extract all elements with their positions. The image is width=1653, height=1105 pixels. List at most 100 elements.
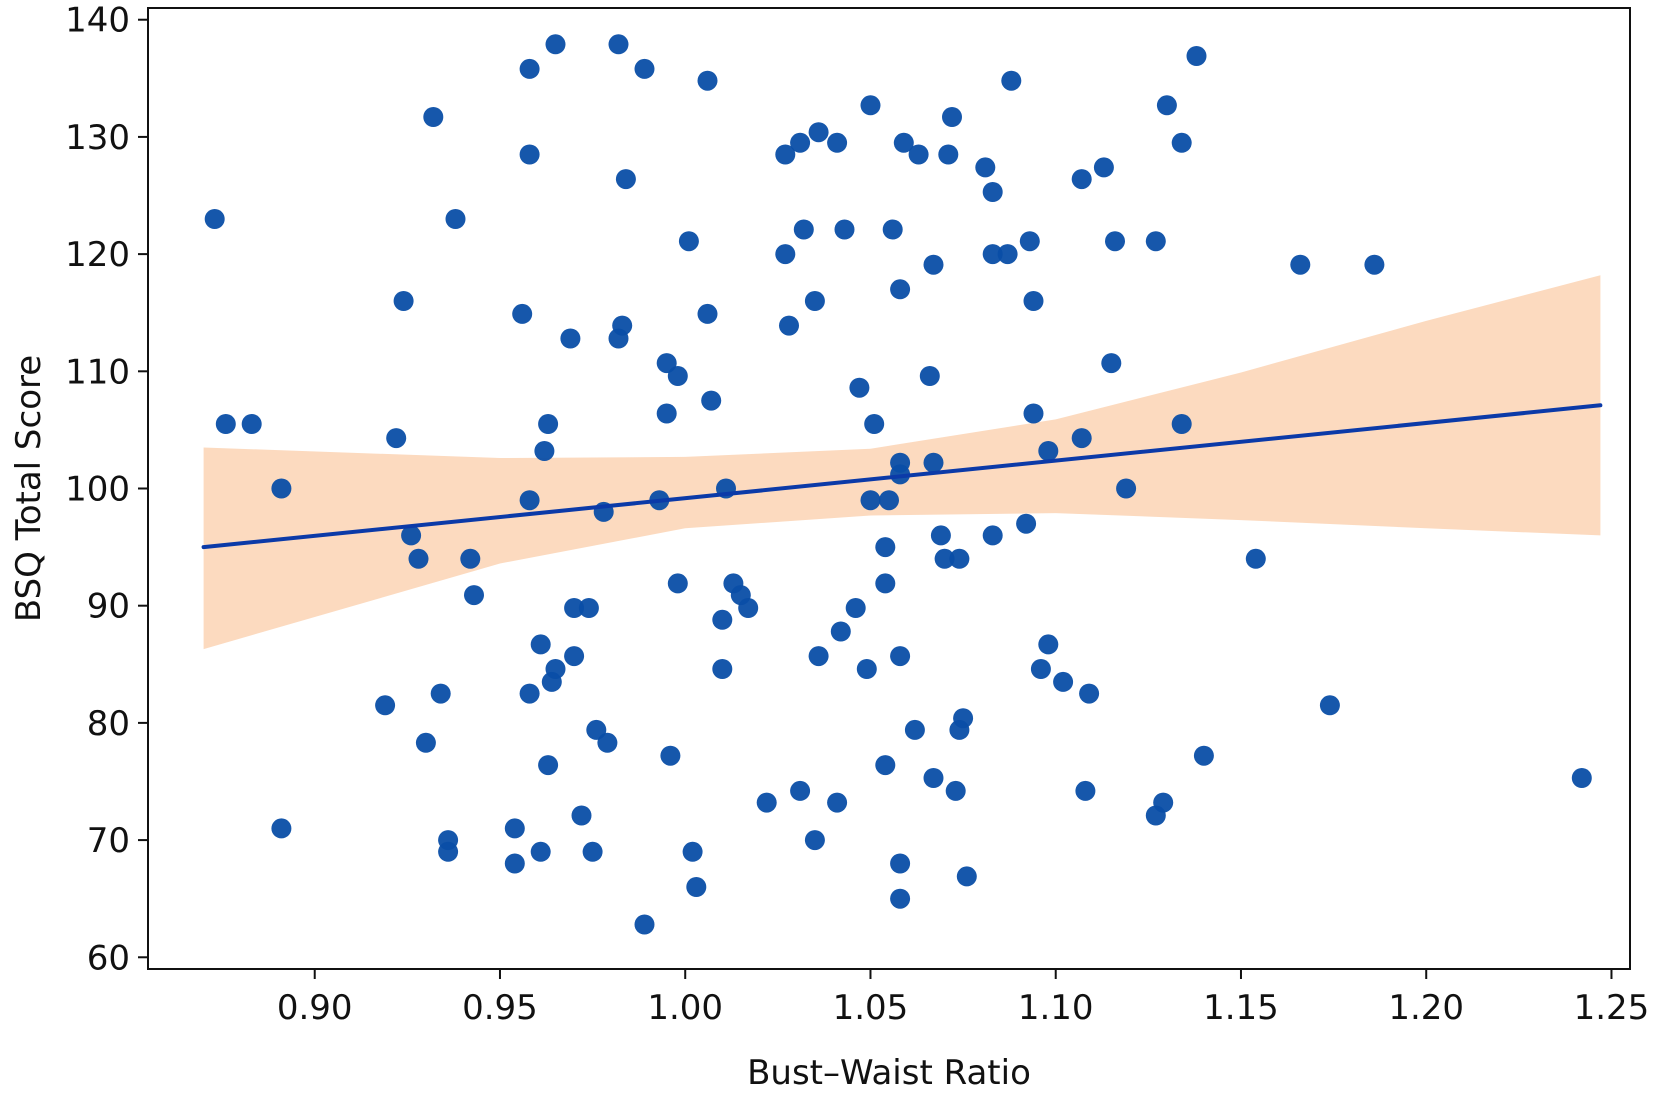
x-tick-label: 1.10 — [1018, 988, 1094, 1028]
data-point — [779, 315, 799, 336]
data-point — [712, 609, 733, 630]
regression-line-layer — [201, 403, 1603, 550]
data-point — [538, 755, 559, 776]
data-point — [634, 914, 655, 935]
data-point — [634, 58, 655, 79]
data-point — [738, 598, 759, 618]
y-tick-label: 130 — [65, 118, 130, 158]
data-point — [808, 122, 829, 143]
data-point — [667, 573, 688, 594]
y-tick-label: 100 — [65, 470, 130, 510]
data-point — [1093, 157, 1114, 178]
data-point — [1364, 254, 1385, 275]
data-point — [564, 646, 585, 667]
data-point — [386, 428, 407, 449]
data-point — [775, 144, 796, 165]
data-point — [875, 573, 896, 594]
data-point — [1105, 231, 1125, 252]
data-point — [582, 841, 603, 862]
data-point — [564, 598, 585, 618]
data-point — [682, 841, 703, 862]
data-point — [615, 169, 636, 190]
data-point — [597, 732, 618, 753]
x-tick-label: 1.00 — [647, 988, 723, 1028]
data-point — [504, 853, 525, 874]
data-point — [923, 254, 944, 275]
data-point — [204, 209, 225, 229]
data-point — [827, 132, 848, 153]
data-point — [393, 291, 414, 311]
data-point — [1023, 291, 1044, 311]
data-point — [1571, 768, 1592, 788]
data-point — [1156, 95, 1177, 116]
data-point — [1023, 403, 1044, 424]
data-point — [830, 621, 851, 642]
data-point — [790, 132, 811, 153]
data-point — [1001, 70, 1022, 91]
data-point — [956, 866, 977, 887]
x-tick-label: 1.15 — [1203, 988, 1279, 1028]
data-point — [519, 490, 540, 511]
data-point — [1038, 634, 1059, 655]
y-tick-label: 110 — [65, 352, 130, 392]
data-point — [975, 157, 996, 178]
data-point — [808, 646, 829, 667]
y-tick-label: 80 — [87, 704, 130, 744]
data-point — [1319, 695, 1340, 716]
data-point — [1171, 132, 1192, 153]
data-point — [375, 695, 396, 716]
y-axis-ticks: 60 70 80 90 100 110 120 130 140 — [65, 1, 148, 978]
x-tick-label: 0.95 — [462, 988, 538, 1028]
data-point — [1186, 46, 1207, 66]
data-point — [1171, 414, 1192, 434]
data-point — [982, 525, 1003, 546]
data-point — [538, 414, 559, 434]
data-point — [612, 315, 633, 336]
y-axis-title: BSQ Total Score — [9, 355, 49, 622]
data-point — [271, 478, 292, 499]
data-point — [1245, 548, 1266, 569]
data-point — [890, 279, 911, 300]
data-point — [578, 598, 599, 618]
data-point — [1079, 683, 1100, 704]
data-point — [923, 452, 944, 473]
data-point — [438, 841, 459, 862]
data-point — [712, 659, 733, 679]
data-point — [982, 182, 1003, 202]
data-point — [949, 548, 970, 569]
y-tick-label: 120 — [65, 235, 130, 275]
data-point — [271, 818, 292, 839]
data-point — [1053, 671, 1074, 692]
data-point — [215, 414, 236, 434]
data-point — [890, 888, 911, 909]
data-point — [445, 209, 466, 229]
data-point — [834, 219, 855, 240]
data-point — [697, 303, 718, 324]
x-axis-ticks: 0.90 0.95 1.00 1.05 1.10 1.15 1.20 1.25 — [277, 969, 1649, 1028]
data-point — [560, 328, 581, 349]
data-point — [1153, 792, 1174, 813]
data-point — [608, 34, 629, 55]
data-point — [678, 231, 699, 252]
x-tick-label: 1.05 — [833, 988, 909, 1028]
data-point — [893, 132, 914, 153]
data-point — [945, 780, 966, 801]
data-point — [1071, 169, 1092, 190]
data-point — [997, 244, 1018, 265]
points-layer — [204, 34, 1592, 935]
data-point — [930, 525, 951, 546]
x-tick-label: 1.25 — [1574, 988, 1650, 1028]
data-point — [519, 58, 540, 79]
data-point — [875, 755, 896, 776]
data-point — [571, 805, 592, 826]
data-point — [908, 144, 929, 165]
data-point — [667, 366, 688, 386]
data-point — [804, 830, 825, 851]
data-point — [793, 219, 814, 240]
regression-line — [201, 403, 1603, 550]
data-point — [860, 490, 881, 511]
data-point — [1071, 428, 1092, 449]
data-point — [519, 144, 540, 165]
data-point — [504, 818, 525, 839]
